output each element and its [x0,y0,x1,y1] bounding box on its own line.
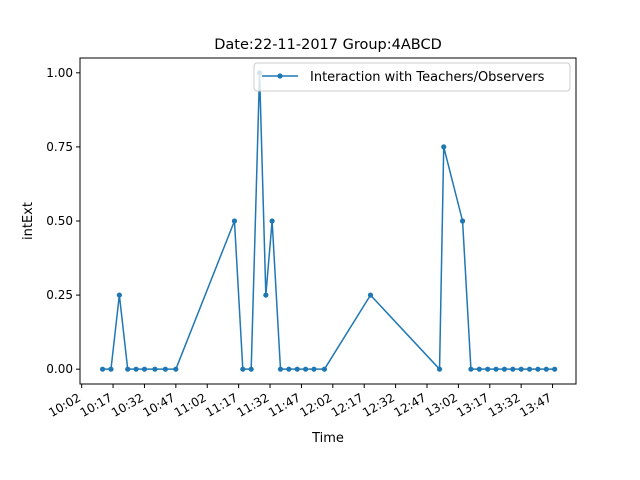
data-point [518,366,524,372]
data-point [485,366,491,372]
legend-box [253,62,571,92]
plot-frame [79,57,577,385]
data-point [543,366,549,372]
data-point [294,366,300,372]
data-point [248,366,254,372]
data-point [125,366,131,372]
data-point [173,366,179,372]
y-axis: 0.00 0.25 0.50 0.75 1.00 [46,66,80,376]
data-point [303,366,309,372]
data-point [441,144,447,150]
y-tick-label: 0.75 [46,140,73,154]
data-point [108,366,114,372]
data-point [231,218,238,224]
data-point [152,366,158,372]
x-axis-label: Time [311,431,344,446]
data-point [535,366,541,372]
data-point [141,366,148,372]
y-tick-label: 0.00 [46,362,73,376]
data-point [263,292,269,298]
chart-title: Date:22-11-2017 Group:4ABCD [214,37,442,53]
data-point [277,366,284,372]
data-point [493,366,499,372]
legend: Interaction with Teachers/Observers [253,62,571,92]
data-point [436,366,443,372]
data-point [240,366,246,372]
data-point [116,292,122,298]
data-point [162,366,168,372]
y-tick-label: 0.25 [46,288,73,302]
data-point [286,366,292,372]
data-point [552,366,558,372]
data-point [311,366,317,372]
data-point [526,366,533,372]
data-point [459,218,466,224]
series-interaction [100,70,558,372]
legend-label: Interaction with Teachers/Observers [310,70,545,85]
data-point [321,366,328,372]
data-point [510,366,516,372]
data-point [468,366,474,372]
data-point [476,366,482,372]
legend-marker [277,73,283,79]
data-point [100,366,106,372]
y-tick-label: 0.50 [46,214,73,228]
data-point [133,366,139,372]
data-point [269,218,275,224]
y-tick-label: 1.00 [46,66,73,80]
y-axis-label: intExt [21,202,36,240]
data-point [367,292,374,298]
data-point [501,366,508,372]
